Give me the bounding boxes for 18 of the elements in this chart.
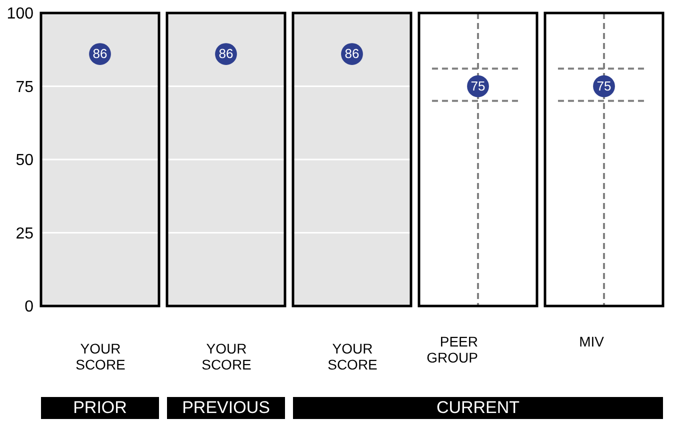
data-label: 75 [470, 78, 486, 94]
text: PREVIOUS [182, 398, 270, 417]
x-tick-label: YOUR SCORE [202, 340, 252, 372]
x-tick-label: YOUR SCORE [76, 340, 126, 372]
data-label: 86 [344, 46, 360, 62]
data-label: 75 [596, 78, 612, 94]
y-tick-label: 50 [16, 152, 34, 169]
y-tick-label: 0 [24, 298, 34, 316]
x-tick-label: YOUR SCORE [328, 340, 378, 372]
y-tick-label: 100 [6, 6, 34, 22]
data-label: 86 [92, 46, 108, 62]
y-tick-label: 75 [16, 78, 34, 96]
text: CURRENT [436, 398, 520, 417]
data-label: 86 [218, 46, 234, 62]
x-tick-label: MIV [579, 334, 605, 350]
text: PRIOR [73, 398, 127, 417]
y-tick-label: 25 [16, 225, 34, 242]
x-tick-label: PEER GROUP [426, 334, 478, 366]
